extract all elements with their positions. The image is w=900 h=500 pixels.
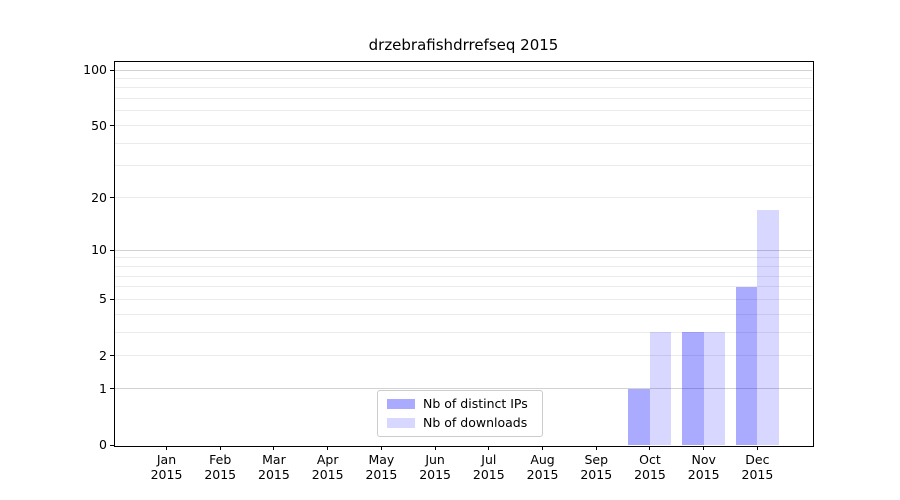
legend: Nb of distinct IPs Nb of downloads bbox=[377, 390, 543, 437]
gridline-minor bbox=[115, 165, 812, 167]
x-axis-year-label: 2015 bbox=[204, 467, 237, 482]
x-axis-year-label: 2015 bbox=[526, 467, 559, 482]
gridline-minor bbox=[115, 298, 812, 300]
x-axis-tick bbox=[649, 446, 651, 450]
x-axis-year-label: 2015 bbox=[365, 467, 398, 482]
x-axis-tick bbox=[488, 446, 490, 450]
y-axis-tick-label: 0 bbox=[99, 437, 107, 452]
legend-label-distinct-ips: Nb of distinct IPs bbox=[423, 396, 528, 411]
gridline-major bbox=[115, 69, 812, 71]
x-axis-tick-label: Aug 2015 bbox=[503, 452, 583, 482]
x-axis-tick bbox=[595, 446, 597, 450]
x-axis-tick bbox=[542, 446, 544, 450]
x-axis-year-label: 2015 bbox=[634, 467, 666, 482]
x-axis-month-label: Dec bbox=[745, 452, 770, 467]
gridline-minor bbox=[115, 77, 812, 79]
x-axis-tick-label: Jan 2015 bbox=[127, 452, 207, 482]
x-axis-year-label: 2015 bbox=[741, 467, 774, 482]
y-axis-tick-label: 10 bbox=[91, 242, 107, 258]
bar-downloads bbox=[703, 332, 726, 445]
x-axis-tick bbox=[380, 446, 382, 450]
x-axis-tick-label: May 2015 bbox=[341, 452, 421, 482]
gridline-minor bbox=[115, 142, 812, 144]
bar-distinct-ips bbox=[735, 286, 758, 445]
y-axis-tick bbox=[110, 355, 114, 357]
gridline-minor bbox=[115, 265, 812, 267]
x-axis-tick bbox=[703, 446, 705, 450]
x-axis-tick-label: Oct 2015 bbox=[610, 452, 690, 482]
x-axis-year-label: 2015 bbox=[258, 467, 290, 482]
x-axis-year-label: 2015 bbox=[150, 467, 183, 482]
gridline-minor bbox=[115, 87, 812, 89]
legend-label-downloads: Nb of downloads bbox=[423, 415, 528, 430]
y-axis-tick bbox=[110, 125, 114, 127]
legend-entry-distinct-ips: Nb of distinct IPs bbox=[387, 396, 534, 412]
x-axis-tick-label: Jun 2015 bbox=[395, 452, 475, 482]
x-axis-tick bbox=[273, 446, 275, 450]
gridline-minor bbox=[115, 98, 812, 100]
x-axis-month-label: Apr bbox=[316, 452, 339, 467]
y-axis-tick bbox=[110, 69, 114, 71]
gridline-major bbox=[115, 388, 812, 390]
gridline-major bbox=[115, 249, 812, 251]
x-axis-year-label: 2015 bbox=[472, 467, 505, 482]
x-axis-month-label: Nov bbox=[691, 452, 716, 467]
x-axis-tick-label: Mar 2015 bbox=[234, 452, 314, 482]
gridline-minor bbox=[115, 125, 812, 127]
x-axis-tick bbox=[327, 446, 329, 450]
x-axis-month-label: Oct bbox=[639, 452, 661, 467]
x-axis-month-label: Feb bbox=[209, 452, 232, 467]
x-axis-tick-label: Sep 2015 bbox=[556, 452, 636, 482]
y-axis-tick-label: 100 bbox=[83, 62, 107, 77]
x-axis-month-label: Jul bbox=[481, 452, 497, 467]
y-axis-tick-label: 1 bbox=[99, 380, 107, 396]
y-axis-tick-label: 2 bbox=[99, 347, 107, 363]
gridline-minor bbox=[115, 110, 812, 112]
y-axis-tick bbox=[110, 197, 114, 199]
gridline-minor bbox=[115, 313, 812, 315]
x-axis-tick bbox=[219, 446, 221, 450]
y-axis-tick-label: 20 bbox=[91, 189, 107, 205]
x-axis-month-label: Jan bbox=[156, 452, 177, 467]
x-axis-tick bbox=[166, 446, 167, 450]
x-axis-tick-label: Feb 2015 bbox=[180, 452, 260, 482]
x-axis-year-label: 2015 bbox=[687, 467, 720, 482]
x-axis-month-label: Mar bbox=[262, 452, 286, 467]
gridline-minor bbox=[115, 257, 812, 259]
x-axis-month-label: Sep bbox=[584, 452, 609, 467]
chart-title: drzebrafishdrrefseq 2015 bbox=[368, 36, 559, 54]
x-axis-tick-label: Dec 2015 bbox=[717, 452, 797, 482]
y-axis-tick bbox=[110, 388, 114, 390]
y-axis-tick bbox=[110, 444, 114, 446]
x-axis-year-label: 2015 bbox=[580, 467, 613, 482]
legend-swatch-downloads bbox=[387, 418, 415, 428]
x-axis-tick bbox=[434, 446, 436, 450]
x-axis-month-label: May bbox=[368, 452, 395, 467]
x-axis-tick bbox=[756, 446, 758, 450]
x-axis-month-label: Jun bbox=[425, 452, 445, 467]
y-axis-tick-label: 50 bbox=[91, 117, 107, 133]
legend-swatch-distinct-ips bbox=[387, 399, 415, 409]
gridline-minor bbox=[115, 197, 812, 199]
x-axis-tick-label: Apr 2015 bbox=[288, 452, 368, 482]
gridline-minor bbox=[115, 286, 812, 288]
bar-downloads bbox=[757, 210, 779, 445]
x-axis-tick-label: Nov 2015 bbox=[664, 452, 744, 482]
y-axis-tick bbox=[110, 249, 114, 251]
x-axis-year-label: 2015 bbox=[311, 467, 344, 482]
bar-distinct-ips bbox=[628, 388, 650, 445]
x-axis-tick-label: Jul 2015 bbox=[449, 452, 529, 482]
bar-downloads bbox=[649, 332, 672, 445]
x-axis-month-label: Aug bbox=[530, 452, 555, 467]
y-axis-tick-label: 5 bbox=[99, 291, 107, 307]
y-axis-tick bbox=[110, 298, 114, 300]
gridline-minor bbox=[115, 355, 812, 357]
legend-entry-downloads: Nb of downloads bbox=[387, 415, 534, 431]
bar-distinct-ips bbox=[682, 332, 704, 445]
x-axis-year-label: 2015 bbox=[419, 467, 451, 482]
gridline-minor bbox=[115, 331, 812, 333]
gridline-minor bbox=[115, 275, 812, 277]
